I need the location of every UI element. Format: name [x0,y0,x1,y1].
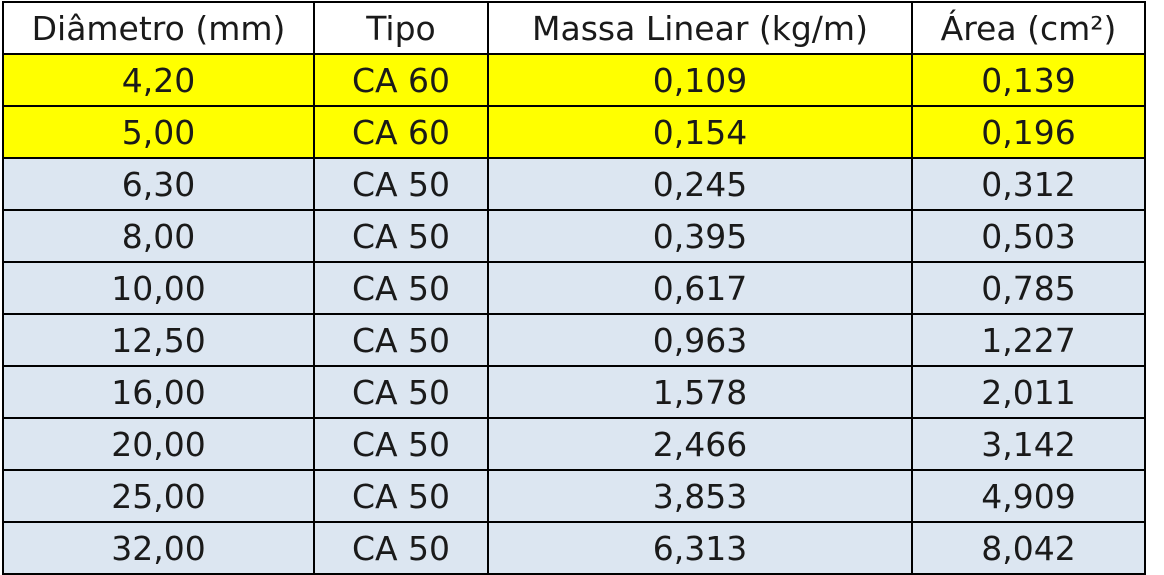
cell-massa-linear: 6,313 [487,521,913,575]
cell-diametro: 8,00 [2,209,315,263]
cell-massa-linear: 2,466 [487,417,913,471]
cell-diametro: 16,00 [2,365,315,419]
cell-diametro: 25,00 [2,469,315,523]
cell-diametro: 12,50 [2,313,315,367]
cell-area: 1,227 [911,313,1146,367]
cell-area: 8,042 [911,521,1146,575]
table-body: 4,20 CA 60 0,109 0,139 5,00 CA 60 0,154 0,196 6,… [2,53,1146,575]
cell-area: 0,503 [911,209,1146,263]
cell-tipo: CA 50 [313,469,489,523]
table-row: 16,00 CA 50 1,578 2,011 [2,365,1146,419]
table-row: 12,50 CA 50 0,963 1,227 [2,313,1146,367]
cell-massa-linear: 0,154 [487,105,913,159]
header-diametro: Diâmetro (mm) [2,1,315,55]
header-massa-linear: Massa Linear (kg/m) [487,1,913,55]
cell-area: 3,142 [911,417,1146,471]
cell-diametro: 20,00 [2,417,315,471]
table-row: 32,00 CA 50 6,313 8,042 [2,521,1146,575]
cell-area: 0,312 [911,157,1146,211]
cell-tipo: CA 50 [313,521,489,575]
cell-tipo: CA 50 [313,261,489,315]
cell-massa-linear: 3,853 [487,469,913,523]
cell-diametro: 4,20 [2,53,315,107]
cell-massa-linear: 1,578 [487,365,913,419]
cell-tipo: CA 50 [313,157,489,211]
header-area: Área (cm²) [911,1,1146,55]
cell-diametro: 32,00 [2,521,315,575]
cell-diametro: 5,00 [2,105,315,159]
cell-area: 0,196 [911,105,1146,159]
cell-tipo: CA 60 [313,105,489,159]
table-row: 5,00 CA 60 0,154 0,196 [2,105,1146,159]
table-row: 6,30 CA 50 0,245 0,312 [2,157,1146,211]
cell-massa-linear: 0,617 [487,261,913,315]
cell-area: 4,909 [911,469,1146,523]
table-row: 20,00 CA 50 2,466 3,142 [2,417,1146,471]
cell-massa-linear: 0,963 [487,313,913,367]
cell-tipo: CA 50 [313,365,489,419]
cell-massa-linear: 0,109 [487,53,913,107]
cell-area: 0,139 [911,53,1146,107]
cell-diametro: 6,30 [2,157,315,211]
header-tipo: Tipo [313,1,489,55]
cell-tipo: CA 60 [313,53,489,107]
cell-area: 0,785 [911,261,1146,315]
table-row: 4,20 CA 60 0,109 0,139 [2,53,1146,107]
cell-massa-linear: 0,245 [487,157,913,211]
cell-area: 2,011 [911,365,1146,419]
header-row: Diâmetro (mm) Tipo Massa Linear (kg/m) Á… [2,1,1146,55]
table-row: 8,00 CA 50 0,395 0,503 [2,209,1146,263]
table-row: 25,00 CA 50 3,853 4,909 [2,469,1146,523]
table-row: 10,00 CA 50 0,617 0,785 [2,261,1146,315]
cell-massa-linear: 0,395 [487,209,913,263]
cell-tipo: CA 50 [313,209,489,263]
cell-tipo: CA 50 [313,313,489,367]
cell-tipo: CA 50 [313,417,489,471]
cell-diametro: 10,00 [2,261,315,315]
